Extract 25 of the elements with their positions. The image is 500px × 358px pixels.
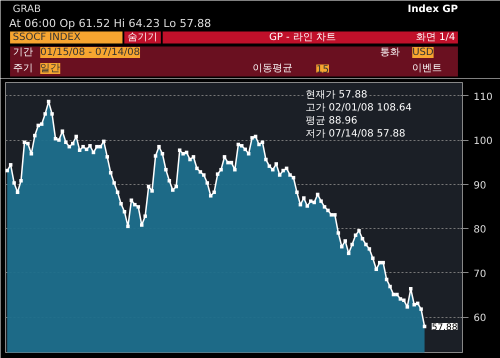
text: GP - 라인 차트 <box>269 32 336 43</box>
text: Index GP <box>408 4 458 15</box>
y-tick-label: 80 <box>474 224 486 236</box>
chart-title: GRAB <box>12 4 41 15</box>
annotation: 현재가 57.88 <box>306 90 368 100</box>
text: 숨기기 <box>128 32 158 43</box>
text: 이벤트 <box>412 63 442 74</box>
text: USD <box>412 47 434 58</box>
chart-subtitle: At 06:00 Op 61.52 Hi 64.23 Lo 57.88 <box>9 17 212 30</box>
text: 01/15/08 - 07/14/08 <box>40 47 140 58</box>
y-tick-label: 60 <box>474 313 486 324</box>
y-tick-label: 70 <box>474 268 486 280</box>
y-tick-label: 110 <box>474 92 493 103</box>
y-tick-label: 100 <box>474 136 493 148</box>
text: SSOCF INDEX <box>12 32 81 43</box>
annotation: 저가 07/14/08 57.88 <box>306 128 406 140</box>
text: 통화 <box>380 47 400 58</box>
annotation: 평균 88.96 <box>306 116 358 126</box>
text: 주기 <box>12 63 33 74</box>
text: 일간 <box>40 63 60 74</box>
text: 기간 <box>12 47 33 58</box>
annotation: 고가 02/01/08 108.64 <box>306 102 412 114</box>
y-tick-label: 90 <box>474 180 486 192</box>
text: 화면 1/4 <box>416 32 456 43</box>
text: 이동평균 <box>252 63 292 74</box>
